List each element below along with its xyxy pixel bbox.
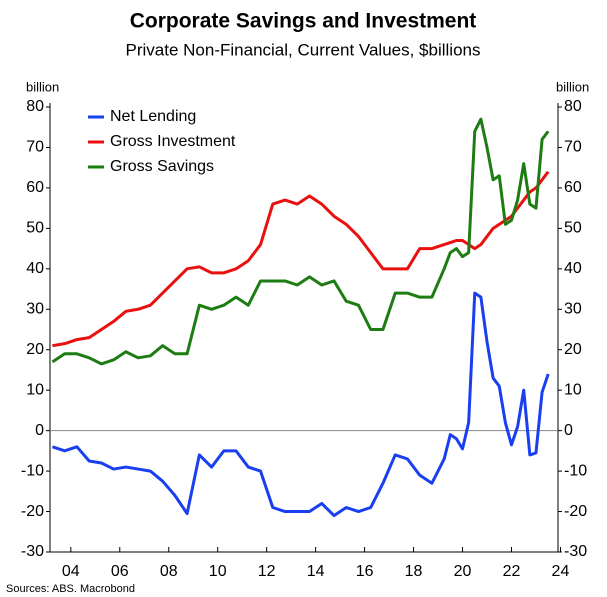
y-tick-label: 20 [26, 341, 44, 358]
y-tick-label: 70 [26, 139, 44, 156]
x-tick-label: 10 [209, 563, 227, 580]
y-tick-label: 50 [26, 220, 44, 237]
y2-tick-label: 40 [564, 260, 582, 277]
y-tick-label: 60 [26, 179, 44, 196]
x-tick-label: 08 [160, 563, 178, 580]
y-tick-label: -20 [21, 503, 44, 520]
x-tick-label: 04 [62, 563, 80, 580]
y-axis-label: billion [26, 79, 59, 94]
legend-label: Net Lending [110, 108, 196, 125]
y2-tick-label: 10 [564, 381, 582, 398]
x-tick-label: 22 [503, 563, 521, 580]
y2-tick-label: 60 [564, 179, 582, 196]
y2-tick-label: 20 [564, 341, 582, 358]
y-tick-label: -10 [21, 462, 44, 479]
y-tick-label: -30 [21, 543, 44, 560]
x-tick-label: 12 [258, 563, 276, 580]
x-tick-label: 20 [454, 563, 472, 580]
x-tick-label: 06 [111, 563, 129, 580]
y-tick-label: 40 [26, 260, 44, 277]
chart-title: Corporate Savings and Investment [130, 10, 477, 33]
y-tick-label: 30 [26, 300, 44, 317]
series-line [51, 117, 550, 366]
chart-subtitle: Private Non-Financial, Current Values, $… [126, 40, 481, 59]
y2-tick-label: 80 [564, 98, 582, 115]
y2-tick-label: 30 [564, 300, 582, 317]
y2-tick-label: 70 [564, 139, 582, 156]
y2-tick-label: -20 [564, 503, 587, 520]
x-tick-label: 16 [356, 563, 374, 580]
legend-label: Gross Savings [110, 158, 214, 175]
series-line [52, 170, 550, 348]
x-tick-label: 18 [405, 563, 423, 580]
y2-tick-label: 50 [564, 220, 582, 237]
series-line [51, 291, 550, 518]
legend-label: Gross Investment [110, 133, 236, 150]
y2-tick-label: -30 [564, 543, 587, 560]
y-tick-label: 0 [35, 422, 44, 439]
y2-tick-label: 0 [564, 422, 573, 439]
y2-axis-label: billion [556, 79, 589, 94]
source-note: Sources: ABS. Macrobond [6, 583, 135, 595]
y2-tick-label: -10 [564, 462, 587, 479]
y-tick-label: 80 [26, 98, 44, 115]
x-tick-label: 14 [307, 563, 325, 580]
y-tick-label: 10 [26, 381, 44, 398]
x-tick-label: 24 [552, 563, 570, 580]
